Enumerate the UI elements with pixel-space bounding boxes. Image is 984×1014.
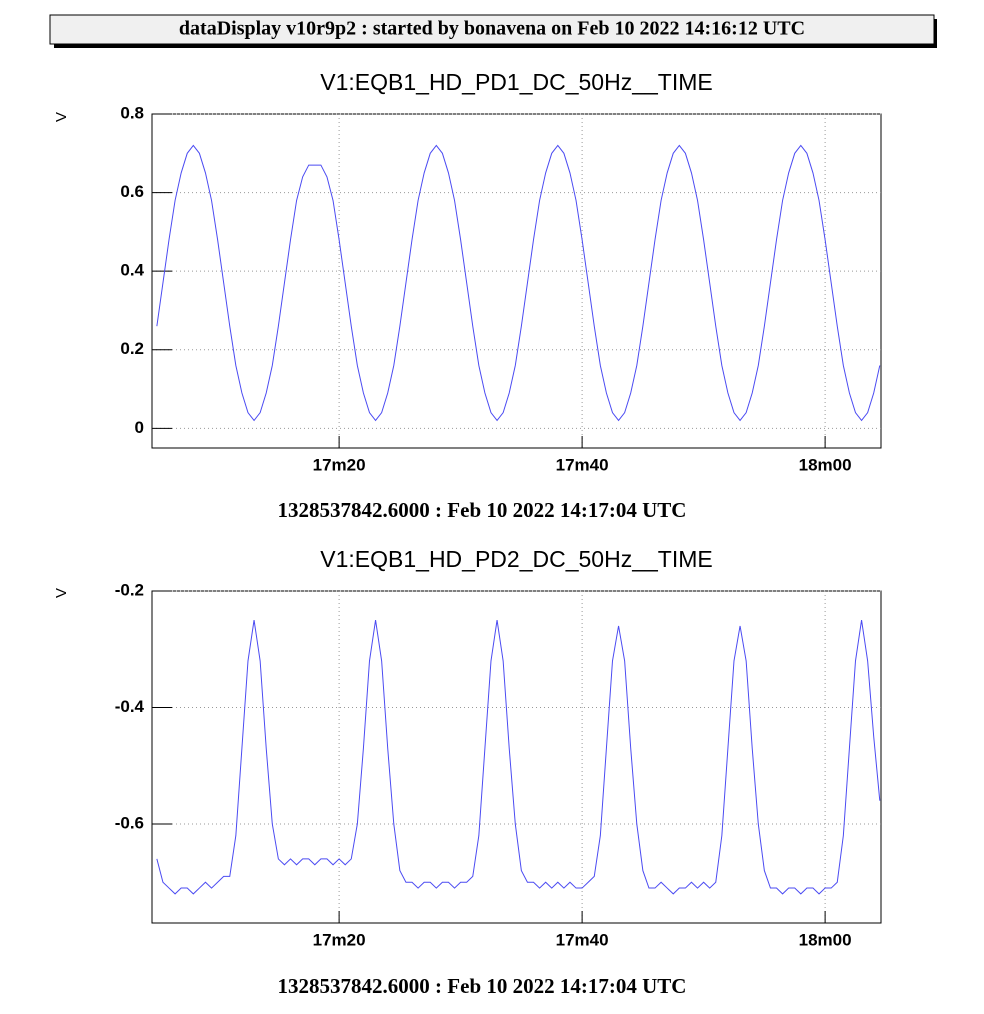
header-title: dataDisplay v10r9p2 : started by bonaven… [179, 18, 805, 40]
y-axis-label: V [53, 112, 70, 122]
x-axis-label: 1328537842.6000 : Feb 10 2022 14:17:04 U… [278, 498, 687, 522]
y-tick-label: 0.8 [120, 103, 144, 122]
data-line [156, 620, 881, 895]
chart-title: V1:EQB1_HD_PD1_DC_50Hz__TIME [320, 69, 712, 95]
x-tick-label: 17m20 [313, 455, 366, 474]
y-axis-label: V [53, 588, 70, 598]
y-tick-label: 0.4 [120, 261, 144, 280]
x-tick-label: 18m00 [799, 455, 852, 474]
header-box [49, 14, 935, 45]
chart-title: V1:EQB1_HD_PD2_DC_50Hz__TIME [320, 546, 712, 572]
y-tick-label: 0 [135, 418, 144, 437]
x-tick-label: 17m40 [556, 455, 609, 474]
x-tick-label: 17m40 [556, 930, 609, 949]
data-line [156, 144, 881, 422]
y-tick-label: 0.6 [120, 182, 144, 201]
y-tick-label: -0.2 [115, 580, 144, 599]
plot-frame [151, 590, 882, 924]
y-tick-label: -0.6 [115, 813, 144, 832]
x-tick-label: 17m20 [313, 930, 366, 949]
plot-frame [151, 113, 882, 449]
y-tick-label: -0.4 [115, 697, 145, 716]
x-axis-label: 1328537842.6000 : Feb 10 2022 14:17:04 U… [278, 974, 687, 998]
y-tick-label: 0.2 [120, 339, 144, 358]
x-tick-label: 18m00 [799, 930, 852, 949]
